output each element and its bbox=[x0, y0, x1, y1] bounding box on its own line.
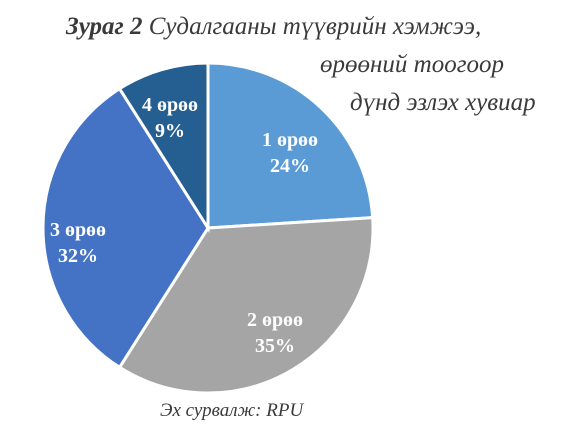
pie-slice-value-1: 24% bbox=[270, 155, 310, 177]
chart-title-prefix: Зураг 2 bbox=[66, 13, 143, 40]
pie-slice-value-3: 32% bbox=[58, 245, 98, 267]
chart-title-line-1: Зураг 2 Судалгааны түүврийн хэмжээ, bbox=[66, 14, 481, 39]
chart-title-text-1: Судалгааны түүврийн хэмжээ, bbox=[148, 13, 482, 40]
pie-slice-2 bbox=[117, 216, 375, 395]
pie-slice-value-2: 35% bbox=[255, 335, 295, 357]
pie-slice-4 bbox=[117, 61, 210, 234]
pie-slice-3 bbox=[41, 86, 210, 370]
pie-slice-label-1: 1 өрөө bbox=[262, 129, 318, 151]
pie-labels: 1 өрөө 24% 2 өрөө 35% 3 өрөө 32% 4 өрөө 9% bbox=[50, 94, 318, 357]
pie-slice-label-3: 3 өрөө bbox=[50, 219, 106, 241]
chart-source: Эх сурвалж: RPU bbox=[160, 400, 304, 421]
chart-title-line-3: дүнд эзлэх хувиар bbox=[350, 89, 536, 116]
pie-slice-label-4: 4 өрөө bbox=[142, 94, 198, 116]
pie-slice-value-4: 9% bbox=[155, 120, 185, 142]
pie-slice-label-2: 2 өрөө bbox=[247, 309, 303, 331]
pie-slice-1 bbox=[206, 61, 375, 230]
pie-slices bbox=[41, 61, 375, 395]
chart-title-line-2: өрөөний тоогоор bbox=[320, 51, 504, 78]
